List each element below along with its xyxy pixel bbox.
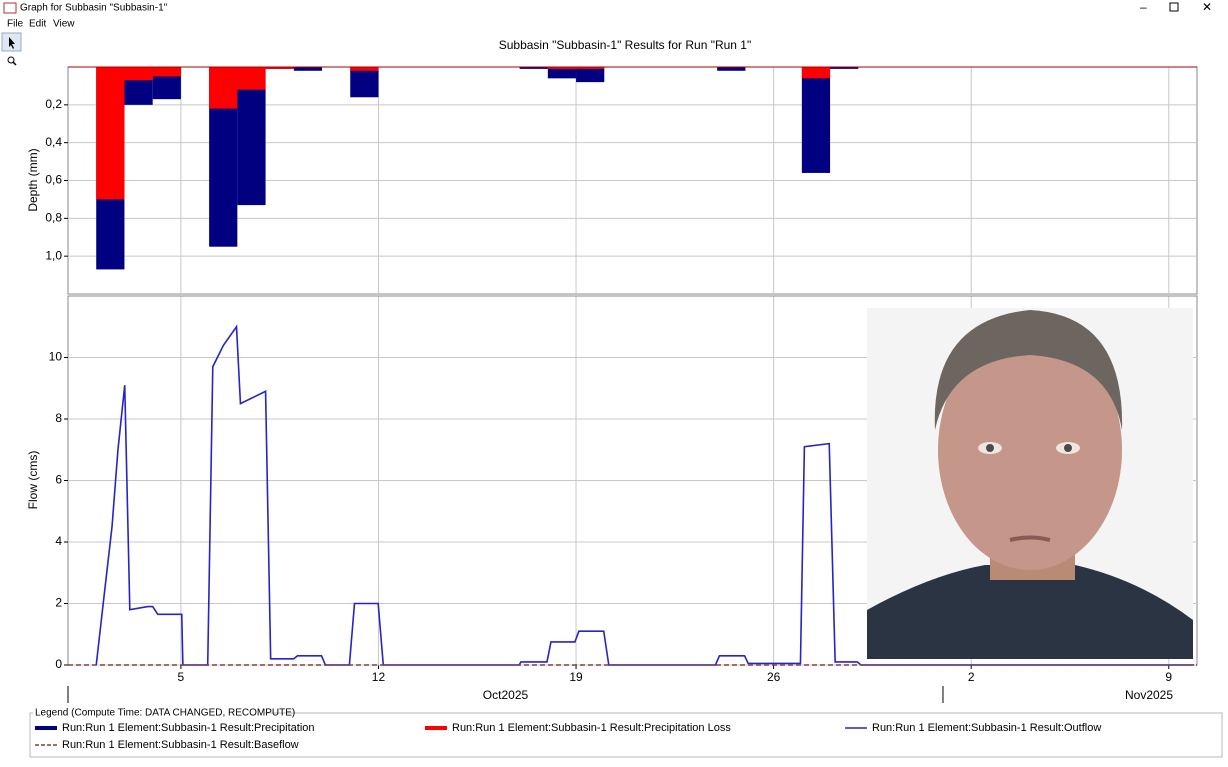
x-tick-label: 9 [1165, 670, 1172, 684]
y-tick-label: 10 [49, 350, 63, 364]
precip-bar [801, 67, 831, 79]
y-axis-title: Flow (cms) [26, 451, 40, 510]
precip-bar [265, 67, 294, 69]
precip-bar [801, 67, 831, 173]
precip-bar [293, 67, 323, 71]
menu-item[interactable]: Edit [29, 19, 46, 30]
legend-box [29, 712, 1223, 758]
precip-bar [830, 67, 859, 69]
window-title: Graph for Subbasin "Subbasin-1" [20, 3, 168, 14]
photo-mouth [1009, 535, 1051, 542]
plots: 0,2 0,4 0,6 0,8 1,0 5 12 19 26 2 9 0 2 4 6 8 10 Oct2025 No… [45, 66, 1198, 703]
legend-title: Legend (Compute Time: DATA CHANGED, RECO… [35, 708, 295, 719]
legend-label: Run:Run 1 Element:Subbasin-1 Result:Prec… [452, 722, 731, 734]
precip-bar [717, 67, 746, 71]
maximize-button[interactable] [1169, 2, 1179, 12]
legend-label: Run:Run 1 Element:Subbasin-1 Result:Base… [62, 739, 299, 751]
photo-shirt [867, 565, 1193, 659]
period-label: Nov2025 [1125, 688, 1173, 702]
precip-bar [519, 67, 548, 69]
minimize-button[interactable]: – [1140, 0, 1147, 14]
x-tick-label: 26 [767, 670, 781, 684]
photo-face [938, 330, 1122, 570]
y-tick-label: 0,4 [45, 135, 62, 149]
y-tick-label: 8 [55, 411, 62, 425]
zoom-tool[interactable] [7, 56, 15, 64]
precip-bar [576, 67, 605, 69]
y-tick-label: 0,2 [45, 97, 62, 111]
precip-bar [350, 67, 379, 71]
legend-title-bg [33, 707, 265, 719]
zoom-handle [12, 61, 17, 66]
y-tick-label: 2 [55, 596, 62, 610]
y-tick-label: 6 [55, 473, 62, 487]
y-tick-label: 0,6 [45, 173, 62, 187]
y-tick-label: 0,8 [45, 211, 62, 225]
precip-bar [237, 67, 266, 206]
x-tick-label: 5 [178, 670, 185, 684]
legend-label: Run:Run 1 Element:Subbasin-1 Result:Prec… [62, 722, 315, 734]
precip-bar [152, 67, 181, 77]
precip-bar [547, 67, 577, 79]
precip-bar [237, 67, 266, 90]
photo-pupil [1064, 444, 1072, 452]
photo-hair [934, 310, 1123, 430]
x-tick-label: 12 [372, 670, 386, 684]
period-label: Oct2025 [483, 688, 529, 702]
arrow-icon [9, 37, 15, 49]
precip-bar [124, 67, 153, 81]
precip-bar [547, 67, 577, 69]
precip-bar [576, 67, 605, 83]
y-axis-title: Depth (mm) [26, 148, 40, 211]
precip-bar [209, 67, 238, 109]
app-icon [3, 2, 17, 14]
menu-item[interactable]: View [53, 19, 75, 30]
y-tick-label: 4 [55, 534, 62, 548]
legend-label: Run:Run 1 Element:Subbasin-1 Result:Outf… [872, 722, 1101, 734]
precip-bar [96, 67, 125, 200]
y-tick-label: 0 [55, 657, 62, 671]
x-tick-label: 19 [569, 670, 583, 684]
chart-title: Subbasin "Subbasin-1" Results for Run "R… [499, 38, 752, 52]
menu-item[interactable]: File [7, 19, 24, 30]
photo-pupil [986, 444, 994, 452]
close-button[interactable]: ✕ [1202, 0, 1212, 14]
photo-overlay [867, 308, 1193, 659]
x-tick-label: 2 [968, 670, 975, 684]
precip-bar [350, 67, 379, 98]
y-tick-label: 1,0 [45, 248, 62, 262]
